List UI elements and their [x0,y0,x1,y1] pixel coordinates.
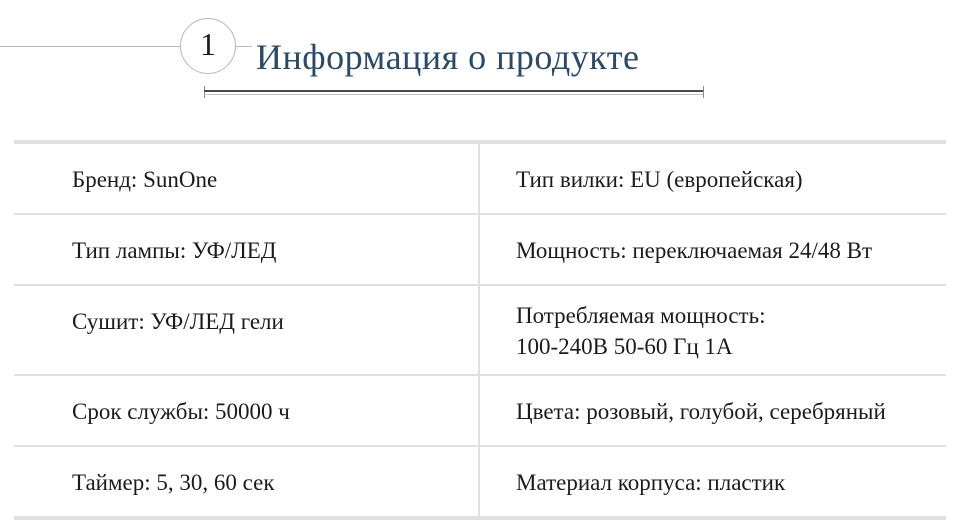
spec-cell-left: Бренд: SunOne [14,144,480,213]
underline-tick-left [204,86,205,98]
spec-table: Бренд: SunOne Тип вилки: EU (европейская… [14,140,946,520]
table-row: Таймер: 5, 30, 60 сек Материал корпуса: … [14,445,946,516]
spec-cell-right: Материал корпуса: пластик [480,445,946,516]
spec-cell-left: Тип лампы: УФ/ЛЕД [14,213,480,284]
section-header: 1 Информация о продукте [0,0,960,110]
table-row: Тип лампы: УФ/ЛЕД Мощность: переключаема… [14,213,946,284]
section-number-badge: 1 [180,18,236,74]
spec-cell-right: Мощность: переключаемая 24/48 Вт [480,213,946,284]
spec-cell-left: Сушит: УФ/ЛЕД гели [14,284,480,374]
spec-cell-right: Цвета: розовый, голубой, серебряный [480,374,946,445]
section-number: 1 [200,28,216,60]
spec-cell-right: Тип вилки: EU (европейская) [480,144,946,213]
spec-cell-left: Срок службы: 50000 ч [14,374,480,445]
spec-cell-right: Потребляемая мощность: 100-240В 50-60 Гц… [480,284,946,374]
section-underline [204,90,704,92]
section-underline-shadow [204,94,704,95]
underline-tick-right [703,86,704,98]
table-row: Сушит: УФ/ЛЕД гели Потребляемая мощность… [14,284,946,374]
table-row: Бренд: SunOne Тип вилки: EU (европейская… [14,144,946,213]
spec-cell-left: Таймер: 5, 30, 60 сек [14,445,480,516]
table-row: Срок службы: 50000 ч Цвета: розовый, гол… [14,374,946,445]
section-title: Информация о продукте [256,36,639,78]
header-connector-rule [236,46,252,47]
header-rule-left [0,46,180,47]
